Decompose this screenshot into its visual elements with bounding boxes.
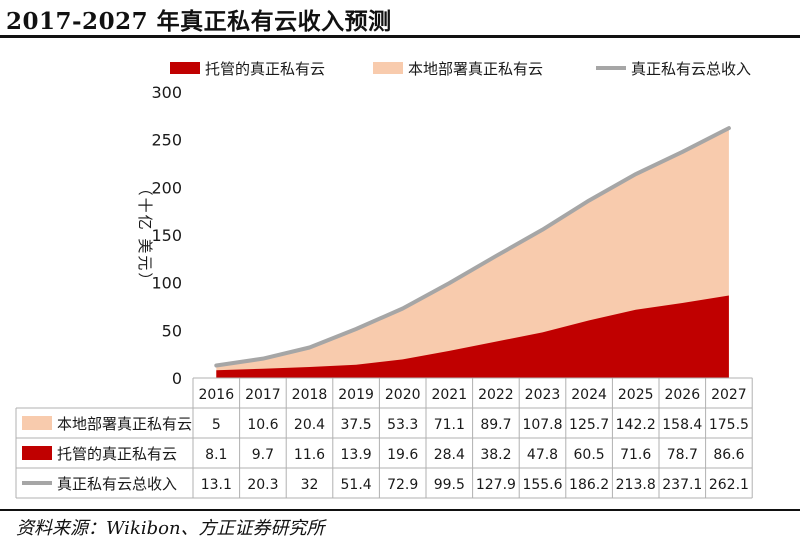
x-tick-label: 2023 [525, 387, 561, 403]
table-swatch-managed [22, 446, 52, 460]
table-cell: 20.4 [294, 417, 325, 433]
table-cell: 53.3 [387, 417, 418, 433]
table-cell: 72.9 [387, 477, 418, 493]
table-cell: 158.4 [662, 417, 702, 433]
source-divider [0, 509, 800, 511]
table-cell: 89.7 [480, 417, 511, 433]
table-cell: 60.5 [574, 447, 605, 463]
table-cell: 11.6 [294, 447, 325, 463]
table-cell: 51.4 [341, 477, 372, 493]
chart: 托管的真正私有云 本地部署真正私有云 真正私有云总收入050100150200250… [15, 60, 753, 499]
table-row-label-managed: 托管的真正私有云 [57, 445, 177, 463]
table-cell: 71.1 [434, 417, 465, 433]
table-cell: 37.5 [341, 417, 372, 433]
table-cell: 86.6 [713, 447, 744, 463]
x-tick-label: 2025 [618, 387, 654, 403]
table-cell: 5 [212, 417, 221, 433]
area-managed [216, 295, 729, 378]
y-tick-label: 50 [162, 321, 182, 340]
x-tick-label: 2022 [478, 387, 514, 403]
table-cell: 213.8 [616, 477, 656, 493]
table-cell: 125.7 [569, 417, 609, 433]
x-tick-label: 2019 [338, 387, 374, 403]
table-cell: 142.2 [616, 417, 656, 433]
table-cell: 175.5 [709, 417, 749, 433]
table-cell: 32 [301, 477, 319, 493]
area-onprem [216, 128, 729, 378]
legend-swatch-managed [170, 62, 200, 74]
x-tick-label: 2017 [245, 387, 281, 403]
table-cell: 71.6 [620, 447, 651, 463]
table-cell: 13.1 [201, 477, 232, 493]
table-cell: 38.2 [480, 447, 511, 463]
table-cell: 127.9 [476, 477, 516, 493]
title-divider [0, 35, 800, 38]
table-cell: 13.9 [341, 447, 372, 463]
line-total [214, 126, 731, 368]
y-tick-label: 100 [151, 274, 182, 293]
table-row-label-total: 真正私有云总收入 [57, 475, 177, 493]
table-cell: 155.6 [522, 477, 562, 493]
table-cell: 47.8 [527, 447, 558, 463]
y-tick-label: 200 [151, 178, 182, 197]
legend-swatch-onprem [373, 62, 403, 74]
table-cell: 8.1 [205, 447, 227, 463]
y-axis-title: （十亿 美元） [136, 181, 154, 290]
table-cell: 20.3 [247, 477, 278, 493]
table-cell: 237.1 [662, 477, 702, 493]
x-tick-label: 2020 [385, 387, 421, 403]
table-cell: 19.6 [387, 447, 418, 463]
y-tick-label: 0 [172, 369, 182, 388]
x-tick-label: 2026 [664, 387, 700, 403]
y-tick-label: 250 [151, 131, 182, 150]
table-cell: 28.4 [434, 447, 465, 463]
x-tick-label: 2027 [711, 387, 747, 403]
y-tick-label: 150 [151, 226, 182, 245]
table-swatch-onprem [22, 416, 52, 430]
table-cell: 99.5 [434, 477, 465, 493]
x-tick-label: 2018 [292, 387, 328, 403]
table-row-label-onprem: 本地部署真正私有云 [57, 415, 192, 433]
legend-label-onprem: 本地部署真正私有云 [408, 60, 543, 78]
source-note: 资料来源：Wikibon、方正证券研究所 [16, 518, 325, 539]
table-cell: 262.1 [709, 477, 749, 493]
table-cell: 107.8 [522, 417, 562, 433]
x-tick-label: 2016 [198, 387, 234, 403]
table-cell: 9.7 [252, 447, 274, 463]
x-tick-label: 2021 [431, 387, 467, 403]
table-cell: 186.2 [569, 477, 609, 493]
legend-label-total: 真正私有云总收入 [631, 60, 751, 78]
table-cell: 78.7 [667, 447, 698, 463]
x-tick-label: 2024 [571, 387, 607, 403]
legend-label-managed: 托管的真正私有云 [205, 60, 325, 78]
page-title: 2017-2027 年真正私有云收入预测 [6, 8, 392, 35]
y-tick-label: 300 [151, 83, 182, 102]
table-cell: 10.6 [247, 417, 278, 433]
